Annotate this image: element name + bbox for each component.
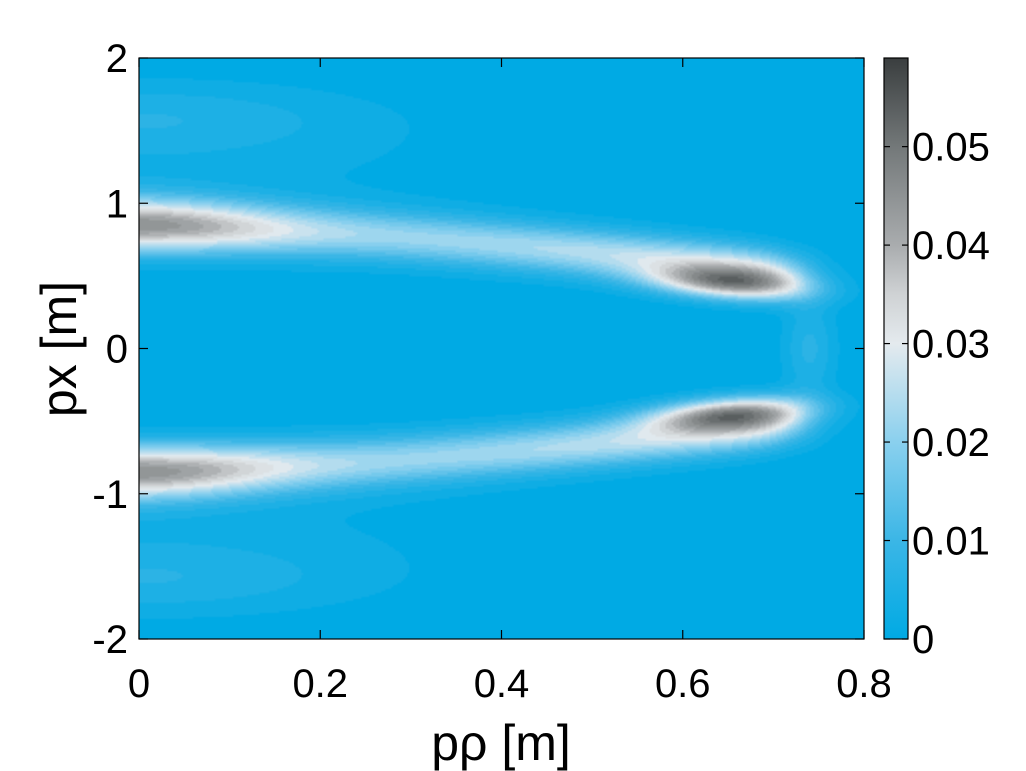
colorbar-tick-label: 0.03 bbox=[912, 323, 990, 367]
y-tick-label: 0 bbox=[106, 328, 128, 372]
y-tick-label: -1 bbox=[92, 473, 128, 517]
x-tick-label: 0.2 bbox=[292, 662, 348, 706]
heatmap-image bbox=[139, 58, 864, 639]
colorbar-gradient bbox=[884, 58, 908, 639]
colorbar-tick-label: 0 bbox=[912, 618, 934, 662]
x-axis: 0 0.2 0.4 0.6 0.8 bbox=[128, 58, 892, 706]
y-tick-label: 1 bbox=[106, 182, 128, 226]
y-tick-label: 2 bbox=[106, 37, 128, 81]
colorbar-tick-label: 0.05 bbox=[912, 126, 990, 170]
x-axis-label: pρ [m] bbox=[431, 715, 571, 771]
x-tick-label: 0.6 bbox=[655, 662, 711, 706]
colorbar-frame bbox=[883, 57, 909, 640]
x-tick-label: 0.4 bbox=[474, 662, 530, 706]
plot-area bbox=[139, 58, 864, 639]
y-axis: -2 -1 0 1 2 bbox=[92, 37, 864, 662]
y-axis-label: px [m] bbox=[31, 281, 87, 417]
x-tick-label: 0.8 bbox=[836, 662, 892, 706]
y-tick-label: -2 bbox=[92, 618, 128, 662]
colorbar-tick-label: 0.02 bbox=[912, 421, 990, 465]
colorbar-tick-label: 0.01 bbox=[912, 520, 990, 564]
colorbar-tick-label: 0.04 bbox=[912, 224, 990, 268]
x-tick-label: 0 bbox=[128, 662, 150, 706]
colorbar-ticks: 0 0.01 0.02 0.03 0.04 0.05 bbox=[884, 126, 990, 662]
colorbar: 0 0.01 0.02 0.03 0.04 0.05 bbox=[883, 57, 990, 662]
